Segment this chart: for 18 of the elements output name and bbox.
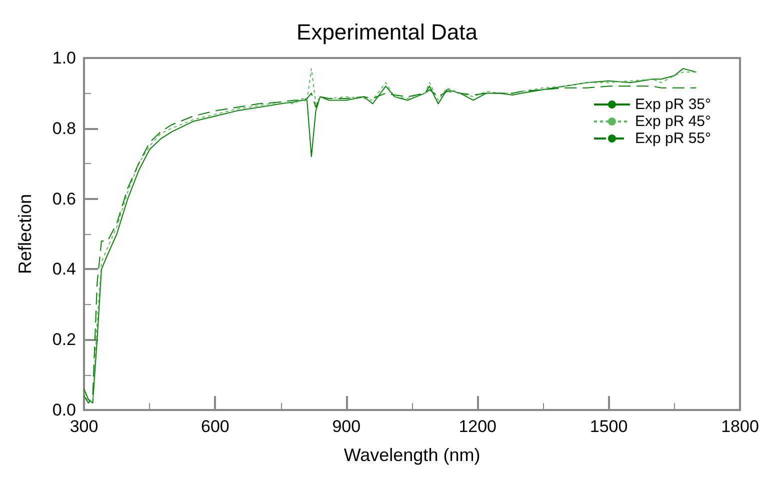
x-tick-label: 1500: [590, 417, 628, 436]
legend-label: Exp pR 35°: [634, 96, 712, 113]
x-tick-label: 600: [201, 417, 230, 436]
chart-title: Experimental Data: [296, 20, 478, 44]
y-tick-label: 0.0: [52, 400, 76, 420]
y-tick-label: 1.0: [52, 48, 76, 68]
legend-label: Exp pR 55°: [634, 130, 712, 147]
y-tick-label: 0.2: [52, 330, 76, 350]
y-axis-title: Reflection: [15, 194, 35, 274]
x-tick-label: 1200: [458, 417, 497, 436]
x-tick-label: 1800: [721, 417, 759, 436]
x-tick-label: 300: [70, 417, 98, 436]
x-tick-label: 900: [332, 417, 361, 436]
y-tick-label: 0.6: [52, 189, 76, 208]
legend-label: Exp pR 45°: [634, 113, 712, 130]
x-axis-title: Wavelength (nm): [344, 445, 480, 465]
y-tick-label: 0.8: [52, 118, 76, 138]
y-tick-label: 0.4: [52, 260, 76, 279]
